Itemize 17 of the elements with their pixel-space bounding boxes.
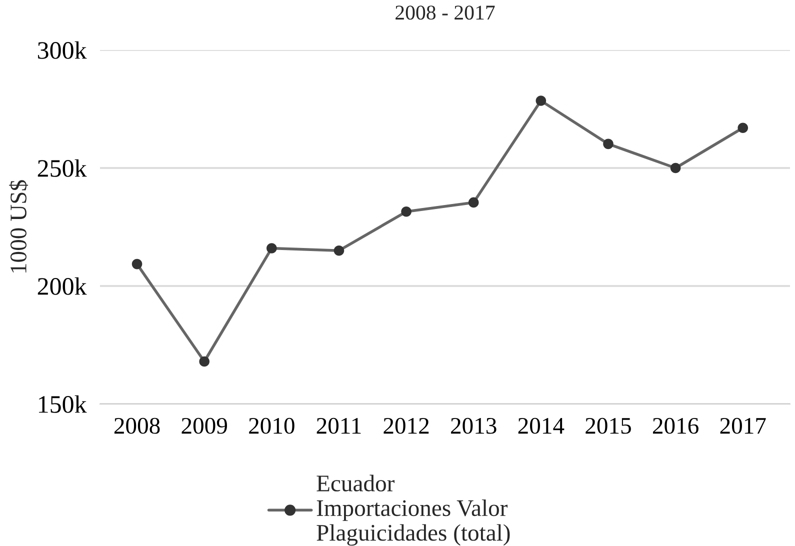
x-tick-label: 2010 bbox=[249, 418, 294, 434]
y-tick-label: 200k bbox=[38, 277, 87, 295]
y-tick-label: 250k bbox=[38, 159, 87, 177]
x-tick-label: 2015 bbox=[586, 418, 631, 434]
x-tick-label: 2017 bbox=[720, 418, 766, 434]
x-tick-label: 2011 bbox=[316, 418, 361, 434]
y-tick-label: 150k bbox=[39, 395, 87, 413]
x-tick-label: 2016 bbox=[652, 418, 698, 434]
x-tick-label: 2013 bbox=[451, 418, 496, 434]
x-tick-label: 2014 bbox=[518, 418, 564, 434]
chart-title: 2008 - 2017 bbox=[396, 6, 495, 20]
x-tick-label: 2012 bbox=[384, 418, 429, 434]
y-tick-label: 300k bbox=[38, 41, 87, 59]
y-axis-title: 1000 US$ bbox=[9, 180, 28, 272]
x-tick-label: 2008 bbox=[114, 418, 160, 434]
legend-label: Ecuador Importaciones Valor Plaguicidades (total) bbox=[316, 474, 510, 546]
x-tick-label: 2009 bbox=[182, 418, 227, 434]
